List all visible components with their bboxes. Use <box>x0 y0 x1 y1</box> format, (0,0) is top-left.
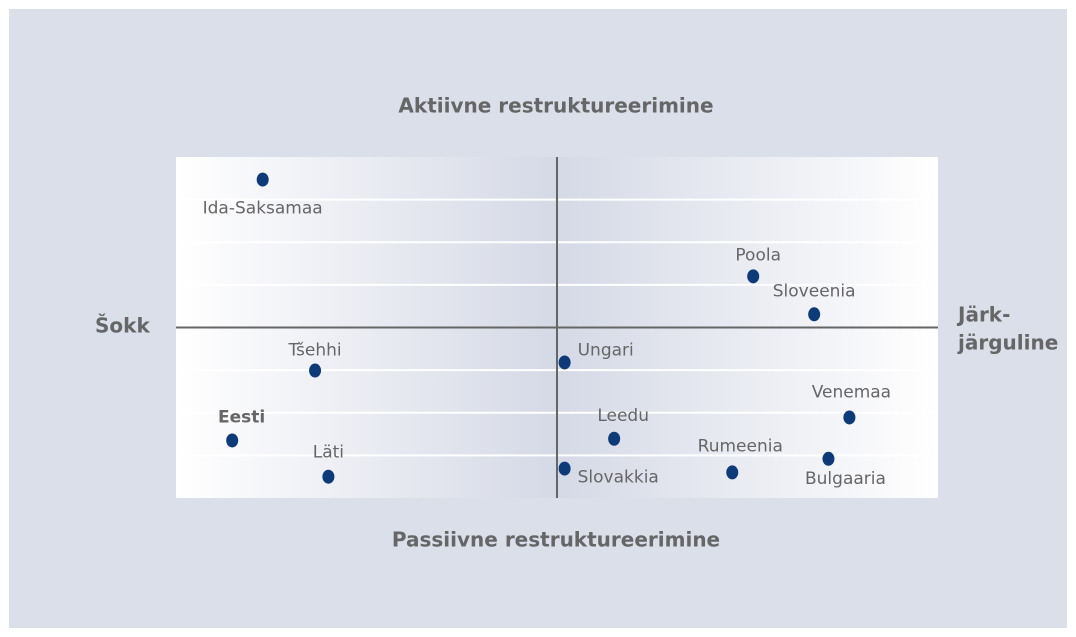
point-label: Bulgaaria <box>805 469 886 489</box>
point <box>608 431 621 446</box>
point <box>256 172 269 187</box>
point <box>322 469 335 484</box>
point <box>808 307 821 322</box>
point-label: Slovakkia <box>578 468 659 488</box>
point <box>558 461 571 476</box>
point-label: Läti <box>313 443 344 463</box>
point <box>822 451 835 466</box>
point <box>558 355 571 370</box>
point <box>309 363 322 378</box>
right-label: järguline <box>957 331 1058 355</box>
point <box>843 410 856 425</box>
right-label: Järk- <box>956 303 1010 327</box>
left-label: Šokk <box>95 314 150 338</box>
point-label: Venemaa <box>812 382 891 402</box>
point-label: Ungari <box>578 340 634 360</box>
point-label: Leedu <box>597 406 649 426</box>
point <box>226 433 239 448</box>
bottom-label: Passiivne restruktureerimine <box>392 528 720 552</box>
point <box>747 269 760 284</box>
point-label: Ida-Saksamaa <box>203 199 323 219</box>
point-label: Sloveenia <box>773 281 856 301</box>
point <box>726 465 739 480</box>
top-label: Aktiivne restruktureerimine <box>398 94 713 118</box>
point-label: Poola <box>735 245 781 265</box>
point-label: Eesti <box>218 407 265 427</box>
point-label: Rumeenia <box>698 436 783 456</box>
point-label: Tšehhi <box>287 341 341 361</box>
